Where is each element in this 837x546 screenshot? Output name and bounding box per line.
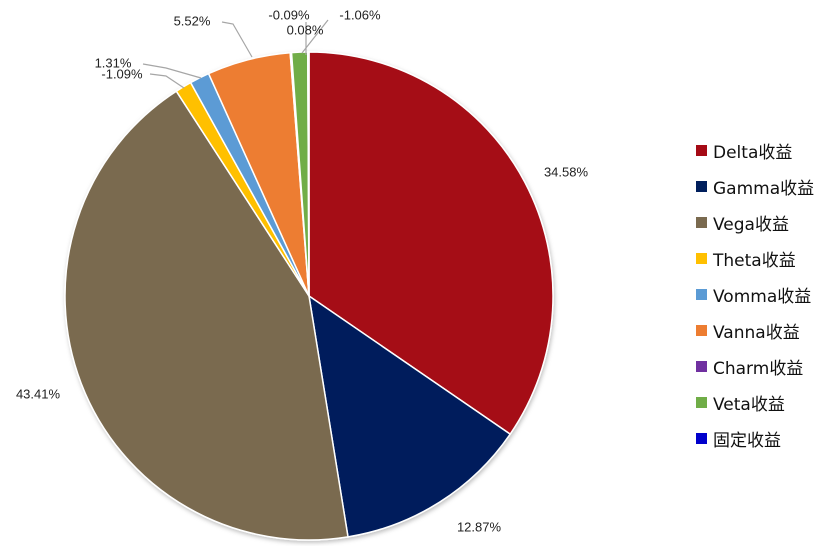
data-label-5: 1.31%: [95, 55, 132, 70]
data-label-9: 0.08%: [287, 22, 324, 37]
legend-swatch: [696, 180, 707, 192]
legend-item-6: Vanna收益: [696, 312, 814, 348]
legend-label: Vomma收益: [713, 286, 812, 307]
legend-label: Delta收益: [713, 142, 793, 163]
leader-line-8: [301, 19, 329, 54]
legend-swatch: [696, 216, 707, 228]
legend-item-8: Veta收益: [696, 384, 814, 420]
data-label-6: 5.52%: [174, 13, 211, 28]
leader-line-6: [221, 21, 253, 58]
legend-item-3: Vega收益: [696, 204, 814, 240]
legend-item-4: Theta收益: [696, 240, 814, 276]
pie-slice-1: [308, 51, 554, 436]
legend-swatch: [696, 252, 707, 264]
legend-swatch: [696, 432, 707, 444]
legend-label: Vanna收益: [713, 322, 800, 343]
leader-lines: [142, 19, 329, 89]
leader-line-4: [149, 73, 185, 89]
legend-label: Theta收益: [713, 250, 796, 271]
legend-label: Vega收益: [713, 214, 789, 235]
chart-legend: Delta收益 Gamma收益 Vega收益 Theta收益 Vomma收益 Vanna收…: [696, 132, 814, 456]
legend-item-2: Gamma收益: [696, 168, 814, 204]
data-labels: 34.58% 12.87% 43.41% -1.09%1.31% 5.52% -0.09%…: [16, 7, 589, 534]
data-label-1: 34.58%: [544, 164, 589, 179]
data-label-2: 12.87%: [457, 519, 502, 534]
legend-label: Veta收益: [713, 394, 785, 415]
legend-label: Charm收益: [713, 358, 804, 379]
data-label-8: -1.06%: [339, 7, 381, 22]
pie-slice-3: [64, 90, 349, 541]
legend-label: 固定收益: [713, 430, 781, 451]
pie-slice-2: [307, 294, 512, 538]
legend-swatch: [696, 324, 707, 336]
legend-item-9: 固定收益: [696, 420, 814, 456]
legend-label: Gamma收益: [713, 178, 815, 199]
legend-item-7: Charm收益: [696, 348, 814, 384]
data-label-4: -1.09%: [101, 66, 143, 81]
pie-slices: [64, 51, 554, 541]
legend-item-5: Vomma收益: [696, 276, 814, 312]
legend-swatch: [696, 396, 707, 408]
legend-item-1: Delta收益: [696, 132, 814, 168]
data-label-3: 43.41%: [16, 386, 61, 401]
legend-swatch: [696, 144, 707, 156]
legend-swatch: [696, 288, 707, 300]
legend-swatch: [696, 360, 707, 372]
data-label-7: -0.09%: [268, 7, 310, 22]
pie-slice-9: [307, 51, 310, 297]
leader-line-5: [142, 63, 202, 79]
